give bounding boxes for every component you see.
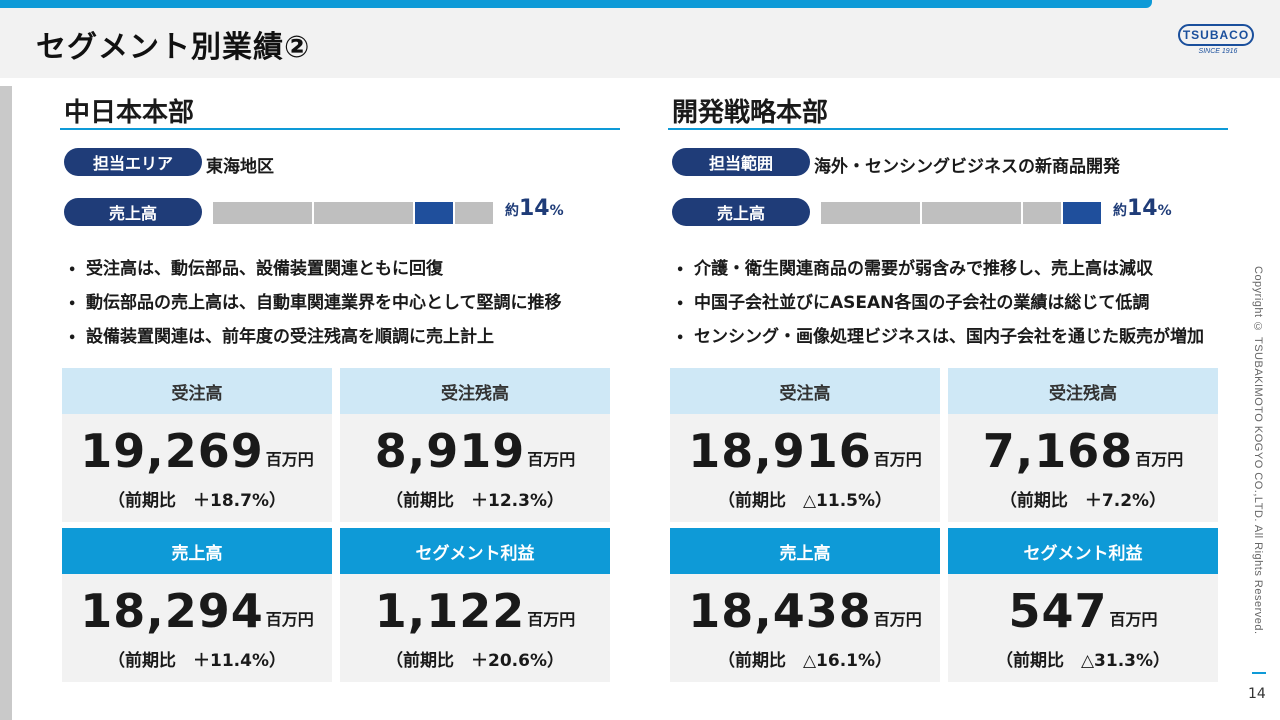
card-value: 7,168	[982, 424, 1134, 478]
card-label: 受注残高	[948, 368, 1218, 414]
area-value: 東海地区	[206, 157, 274, 177]
metric-card-profit: セグメント利益 1,122 百万円 （前期比 ＋20.6%）	[340, 528, 610, 682]
card-unit: 百万円	[527, 610, 576, 629]
card-unit: 百万円	[1109, 610, 1158, 629]
card-value: 19,269	[80, 424, 264, 478]
card-value: 18,438	[688, 584, 872, 638]
metric-card-sales: 売上高 18,294 百万円 （前期比 ＋11.4%）	[62, 528, 332, 682]
header-accent-stripe	[0, 0, 1152, 8]
bar-segment	[1023, 202, 1061, 224]
card-label: 売上高	[62, 528, 332, 574]
card-yoy: （前期比 ＋20.6%）	[386, 651, 564, 671]
metric-card-orders: 受注高 18,916 百万円 （前期比 △11.5%）	[670, 368, 940, 522]
card-label: セグメント利益	[948, 528, 1218, 574]
sales-share-bar	[213, 202, 493, 224]
card-label: セグメント利益	[340, 528, 610, 574]
sales-label-pill: 売上高	[672, 198, 810, 226]
sales-label-pill: 売上高	[64, 198, 202, 226]
card-yoy: （前期比 △16.1%）	[717, 651, 893, 671]
sales-share: 約14%	[1113, 196, 1172, 221]
card-unit: 百万円	[1135, 450, 1184, 469]
logo-since: SINCE 1916	[1198, 48, 1238, 55]
card-unit: 百万円	[527, 450, 576, 469]
card-label: 受注残高	[340, 368, 610, 414]
card-unit: 百万円	[265, 610, 314, 629]
scope-label-pill: 担当範囲	[672, 148, 810, 176]
bar-segment	[213, 202, 312, 224]
card-yoy: （前期比 △31.3%）	[995, 651, 1171, 671]
section-title: 中日本本部	[60, 86, 620, 130]
card-unit: 百万円	[873, 450, 922, 469]
card-value: 18,294	[80, 584, 264, 638]
list-item: • 動伝部品の売上高は、自動車関連業界を中心として堅調に推移	[68, 293, 562, 313]
bar-segment	[821, 202, 920, 224]
metric-card-backlog: 受注残高 8,919 百万円 （前期比 ＋12.3%）	[340, 368, 610, 522]
metric-card-backlog: 受注残高 7,168 百万円 （前期比 ＋7.2%）	[948, 368, 1218, 522]
card-yoy: （前期比 ＋11.4%）	[108, 651, 286, 671]
sales-share-bar	[821, 202, 1101, 224]
bullet-list: • 介護・衛生関連商品の需要が弱含みで推移し、売上高は減収 • 中国子会社並びにAS…	[676, 252, 1236, 354]
card-label: 受注高	[670, 368, 940, 414]
page-number: 14	[1248, 686, 1266, 702]
list-item: • 中国子会社並びにASEAN各国の子会社の業績は総じて低調	[676, 293, 1150, 313]
card-label: 売上高	[670, 528, 940, 574]
list-item: • 受注高は、動伝部品、設備装置関連ともに回復	[68, 259, 443, 279]
scope-value: 海外・センシングビジネスの新商品開発	[814, 157, 1120, 177]
card-label: 受注高	[62, 368, 332, 414]
sales-share: 約14%	[505, 196, 564, 221]
card-yoy: （前期比 ＋18.7%）	[108, 491, 286, 511]
section-chubu: 中日本本部 担当エリア 東海地区 売上高 約14% • 受注高は、動伝部品、設備装…	[60, 86, 620, 686]
page-title: セグメント別業績②	[36, 30, 311, 65]
bar-segment	[314, 202, 413, 224]
bar-segment	[922, 202, 1021, 224]
card-value: 547	[1008, 584, 1108, 638]
list-item: • 介護・衛生関連商品の需要が弱含みで推移し、売上高は減収	[676, 259, 1153, 279]
logo-brand: TSUBACO	[1178, 24, 1254, 46]
card-value: 18,916	[688, 424, 872, 478]
card-value: 8,919	[374, 424, 526, 478]
metric-card-profit: セグメント利益 547 百万円 （前期比 △31.3%）	[948, 528, 1218, 682]
bar-segment-highlight	[415, 202, 453, 224]
card-yoy: （前期比 △11.5%）	[717, 491, 893, 511]
card-unit: 百万円	[265, 450, 314, 469]
list-item: • 設備装置関連は、前年度の受注残高を順調に売上計上	[68, 327, 494, 347]
area-label-pill: 担当エリア	[64, 148, 202, 176]
bar-segment	[455, 202, 493, 224]
card-yoy: （前期比 ＋7.2%）	[999, 491, 1167, 511]
section-development: 開発戦略本部 担当範囲 海外・センシングビジネスの新商品開発 売上高 約14% …	[668, 86, 1228, 686]
bar-segment-highlight	[1063, 202, 1101, 224]
company-logo: TSUBACO SINCE 1916	[1178, 24, 1258, 64]
card-yoy: （前期比 ＋12.3%）	[386, 491, 564, 511]
metric-card-orders: 受注高 19,269 百万円 （前期比 ＋18.7%）	[62, 368, 332, 522]
metric-card-sales: 売上高 18,438 百万円 （前期比 △16.1%）	[670, 528, 940, 682]
card-value: 1,122	[374, 584, 526, 638]
list-item: • センシング・画像処理ビジネスは、国内子会社を通じた販売が増加	[676, 327, 1204, 347]
copyright-notice: Copyright © TSUBAKIMOTO KOGYO CO.,LTD. A…	[1252, 266, 1264, 635]
header-bar: セグメント別業績② TSUBACO SINCE 1916	[0, 0, 1280, 78]
card-unit: 百万円	[873, 610, 922, 629]
page-number-rule	[1252, 672, 1266, 674]
left-side-bar	[0, 86, 12, 720]
section-title: 開発戦略本部	[668, 86, 1228, 130]
bullet-list: • 受注高は、動伝部品、設備装置関連ともに回復 • 動伝部品の売上高は、自動車関連業…	[68, 252, 628, 354]
